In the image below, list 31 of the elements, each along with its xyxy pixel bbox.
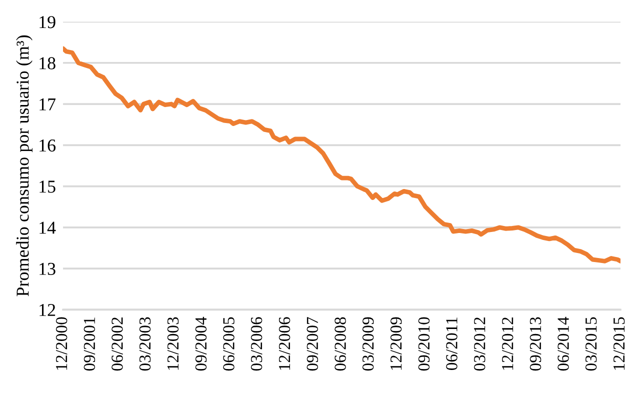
y-tick-label: 18: [40, 57, 56, 70]
y-tick-label: 19: [40, 16, 56, 28]
x-tick-label: 12/2000: [56, 317, 68, 370]
x-tick-label: 12/2009: [390, 317, 402, 370]
x-tick-label: 03/2006: [250, 317, 262, 371]
x-tick-label: 06/2002: [112, 318, 123, 371]
x-tick-label: 06/2011: [446, 318, 458, 370]
y-tick-label: 12: [40, 304, 56, 316]
x-tick-label: 09/2013: [530, 317, 542, 371]
x-tick-label: 12/2003: [167, 317, 179, 370]
x-tick-label: 09/2004: [195, 316, 207, 371]
x-tick-label: 03/2015: [585, 317, 597, 371]
y-tick-label: 15: [40, 180, 56, 193]
x-tick-label: 12/2006: [278, 317, 290, 370]
y-axis-title: Promedio consumo por usuario (m³): [16, 35, 32, 296]
y-tick-label: 17: [40, 98, 56, 110]
y-tick-label: 16: [40, 139, 56, 152]
x-tick-label: 09/2007: [306, 317, 318, 371]
x-tick-label: 03/2009: [362, 317, 374, 371]
line-series: [63, 46, 620, 264]
x-tick-label: 06/2014: [558, 316, 569, 371]
x-tick-label: 09/2010: [418, 317, 430, 371]
x-tick-label: 12/2012: [502, 318, 514, 370]
x-tick-label: 09/2001: [84, 318, 96, 371]
x-tick-label: 03/2012: [474, 318, 486, 371]
x-tick-label: 12/2015: [613, 317, 625, 370]
x-tick-label: 03/2003: [139, 317, 151, 371]
y-tick-label: 13: [40, 262, 56, 275]
y-tick-label: 14: [40, 222, 56, 234]
x-tick-label: 06/2005: [223, 317, 234, 371]
x-tick-label: 06/2008: [334, 317, 346, 371]
